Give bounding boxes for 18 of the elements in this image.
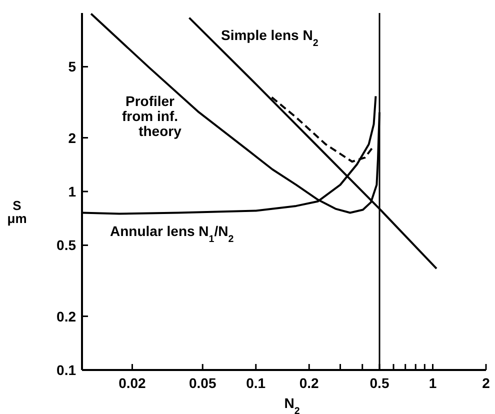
x-tick-label: 0.05 [189, 375, 216, 391]
x-tick-label: 2 [482, 375, 490, 391]
x-tick-label: 0.02 [118, 375, 146, 391]
x-tick-label: 1 [428, 375, 437, 391]
y-axis-title: S μm [7, 198, 27, 226]
series-label: Annular lens N$_{1}$/N$_{2}$ [110, 223, 234, 244]
y-tick-label: 0.1 [56, 362, 76, 378]
x-tick-label: 0.2 [299, 375, 320, 391]
series-label: Profiler from inf. theory [122, 93, 182, 139]
series-label: Simple lens N$_{2}$ [221, 27, 319, 48]
y-tick-label: 1 [68, 184, 76, 200]
x-tick-label: 0.1 [246, 375, 266, 391]
x-axis-title: N$_{2}$ [284, 395, 300, 414]
y-tick-label: 0.5 [56, 237, 76, 254]
x-tick-label: 0.5 [370, 375, 390, 391]
y-tick-label: 5 [68, 58, 76, 75]
y-tick-label: 2 [68, 130, 76, 146]
y-tick-label: 0.2 [56, 308, 76, 324]
